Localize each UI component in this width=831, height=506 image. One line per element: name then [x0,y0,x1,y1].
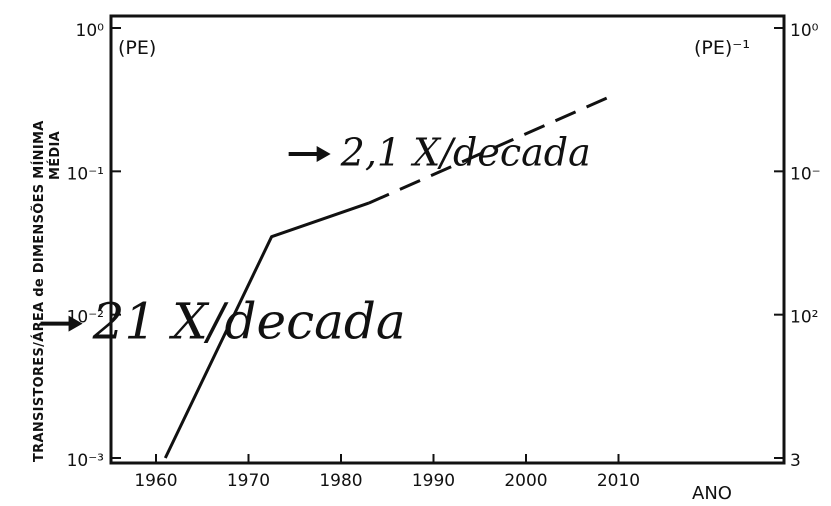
arrow-head-icon [316,146,331,163]
right-corner-label: (PE)⁻¹ [694,37,750,59]
y-tick-label-left: 10⁻¹ [67,164,104,184]
y-tick-label-left: 10⁻³ [67,451,104,471]
x-tick-label: 1970 [227,471,270,491]
solid-trend-line [163,201,370,459]
x-tick-label: 1980 [319,471,362,491]
annotation-label: 21 X/decada [92,293,406,351]
arrow-head-icon [68,315,83,332]
series-layer [163,95,610,459]
annotations: 2,1 X/decada 21 X/decada [40,130,591,351]
y-tick-label-left: 10⁰ [76,21,105,41]
x-ticks: 1960 1970 1980 1990 2000 2010 [134,454,640,491]
y-tick-label-right: 10⁰ [790,21,819,41]
plot-frame [109,14,786,465]
y-axis-title-line2: MÉDIA [47,131,63,180]
y-tick-label-right: 10⁻ [790,164,821,184]
x-tick-label: 2010 [597,471,640,491]
x-tick-label: 1990 [412,471,455,491]
x-tick-label: 2000 [504,471,547,491]
y-axis-title: TRANSISTORES/ÁREA de DIMENSÕES MÍNIMA [31,120,47,462]
x-axis-title: ANO [692,483,732,504]
y-tick-label-right: 3 [790,451,801,471]
left-corner-label: (PE) [118,37,156,59]
y-tick-label-right: 10² [790,308,818,328]
annotation-label: 2,1 X/decada [340,130,591,174]
x-tick-label: 1960 [134,471,177,491]
dashed-trend-line [368,95,610,205]
